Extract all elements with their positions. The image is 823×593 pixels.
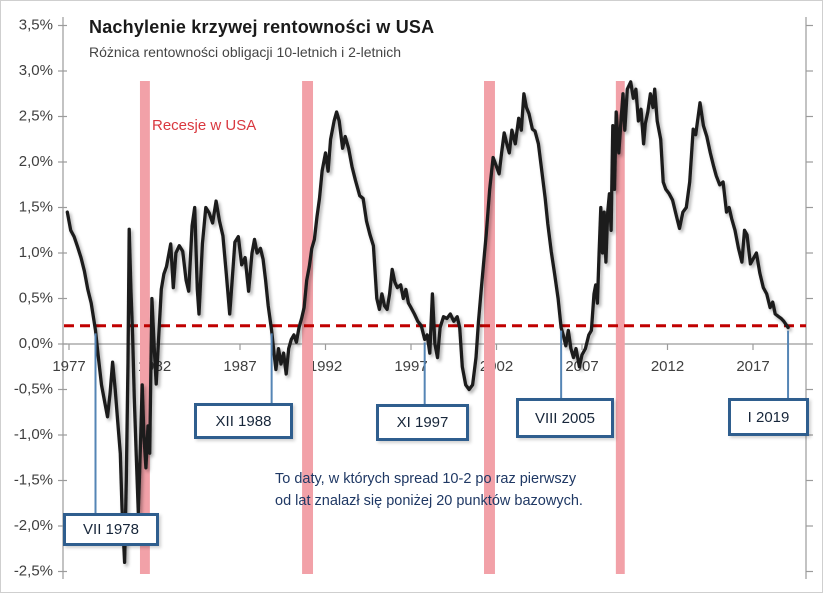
callout-box: I 2019 xyxy=(728,398,809,436)
title-block: Nachylenie krzywej rentowności w USA Róż… xyxy=(89,17,434,60)
recession-band xyxy=(139,81,150,574)
y-tick-label: 2,5% xyxy=(19,107,53,124)
y-tick-label: -2,0% xyxy=(14,517,53,534)
x-tick-label: 2007 xyxy=(565,358,598,375)
annotation-line-2: od lat znalazł się poniżej 20 punktów ba… xyxy=(275,493,583,509)
y-tick-label: 1,5% xyxy=(19,198,53,215)
recession-legend-label: Recesje w USA xyxy=(152,117,257,134)
recession-bands xyxy=(139,81,625,574)
callout-leader-lines xyxy=(94,330,790,515)
x-tick-label: 1987 xyxy=(223,358,256,375)
spread-line xyxy=(65,80,790,565)
y-tick-label: -2,5% xyxy=(14,562,53,579)
x-tick-label: 2017 xyxy=(736,358,769,375)
recession-band xyxy=(302,81,314,574)
y-tick-label: -1,5% xyxy=(14,471,53,488)
x-axis-tick-labels: 1977 1982 1987 1992 1997 2002 2007 2012 2017 xyxy=(52,358,769,375)
spread-line-series xyxy=(65,80,790,565)
callout-box: XI 1997 xyxy=(376,404,469,441)
callout-box: VII 1978 xyxy=(63,513,159,546)
annotation-line-1: To daty, w których spread 10-2 po raz pi… xyxy=(275,471,577,487)
callout-box: XII 1988 xyxy=(194,403,293,439)
y-tick-label: 3,0% xyxy=(19,62,53,79)
y-tick-label: 0,5% xyxy=(19,289,53,306)
x-tick-label: 1997 xyxy=(394,358,427,375)
y-axis-tick-labels: 3,5% 3,0% 2,5% 2,0% 1,5% 1,0% 0,5% 0,0% -0,5% -1,… xyxy=(14,16,53,579)
y-tick-label: 2,0% xyxy=(19,153,53,170)
callout-box: VIII 2005 xyxy=(516,398,614,438)
chart-title: Nachylenie krzywej rentowności w USA xyxy=(89,17,435,37)
recession-band xyxy=(615,81,625,574)
annotation-text: To daty, w których spread 10-2 po raz pi… xyxy=(275,468,583,512)
recession-band xyxy=(484,81,495,574)
x-tick-label: 1992 xyxy=(309,358,342,375)
y-tick-label: 1,0% xyxy=(19,244,53,261)
x-tick-label: 2012 xyxy=(651,358,684,375)
x-tick-label: 1977 xyxy=(52,358,85,375)
y-tick-label: 0,0% xyxy=(19,335,53,352)
y-tick-label: -0,5% xyxy=(14,380,53,397)
chart-subtitle: Różnica rentowności obligacji 10-letnich… xyxy=(89,44,402,60)
y-tick-label: -1,0% xyxy=(14,426,53,443)
y-tick-label: 3,5% xyxy=(19,16,53,33)
